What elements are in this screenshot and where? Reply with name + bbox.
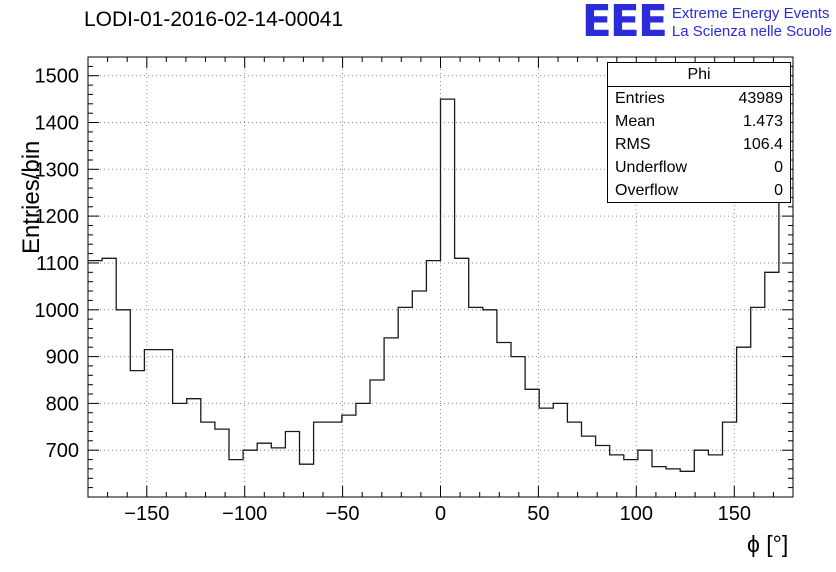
svg-text:0: 0	[435, 503, 446, 525]
svg-text:900: 900	[46, 347, 79, 369]
stats-row: RMS 106.4	[608, 133, 790, 156]
svg-text:−50: −50	[326, 503, 360, 525]
stats-row: Underflow 0	[608, 156, 790, 179]
eee-logo-text: Extreme Energy Events La Scienza nelle S…	[672, 5, 832, 41]
histogram-line	[88, 98, 793, 472]
y-axis-title: Entries/bin	[18, 140, 45, 254]
svg-text:150: 150	[718, 503, 751, 525]
stats-value: 106.4	[742, 136, 783, 153]
eee-logo: EEE Extreme Energy Events La Scienza nel…	[581, 0, 832, 47]
stats-label: Mean	[615, 113, 656, 130]
stats-label: RMS	[615, 136, 651, 153]
y-tick-labels: 700 800 900 1000 1100 1200 1300 1400 1500	[35, 66, 80, 463]
stats-label: Underflow	[615, 159, 688, 176]
eee-logo-line2: La Scienza nelle Scuole	[671, 23, 832, 40]
svg-text:700: 700	[46, 440, 79, 462]
svg-text:1300: 1300	[35, 159, 80, 181]
svg-text:1000: 1000	[35, 300, 80, 322]
svg-text:1500: 1500	[35, 66, 80, 88]
stats-value: 43989	[738, 90, 784, 107]
svg-text:−150: −150	[124, 503, 169, 525]
svg-text:1400: 1400	[35, 113, 80, 135]
stats-value: 1.473	[742, 113, 783, 130]
svg-text:100: 100	[620, 503, 653, 525]
stats-row: Mean 1.473	[608, 110, 790, 133]
eee-logo-letters: EEE	[581, 0, 668, 47]
svg-text:800: 800	[46, 393, 79, 415]
svg-text:1200: 1200	[35, 206, 80, 228]
stats-value: 0	[774, 159, 783, 176]
svg-text:−100: −100	[222, 503, 267, 525]
eee-logo-line1: Extreme Energy Events	[671, 5, 830, 22]
chart-title: LODI-01-2016-02-14-00041	[84, 8, 344, 31]
stats-label: Overflow	[615, 182, 679, 199]
stats-box: Phi Entries 43989 Mean 1.473 RMS 106.4 U…	[607, 62, 791, 203]
svg-text:50: 50	[527, 503, 549, 525]
x-tick-labels: −150 −100 −50 0 50 100 150	[124, 503, 751, 525]
stats-row: Entries 43989	[608, 87, 790, 110]
axis-ticks	[87, 57, 794, 497]
stats-box-title: Phi	[608, 63, 790, 87]
stats-label: Entries	[615, 90, 665, 107]
stats-row: Overflow 0	[608, 179, 790, 202]
x-axis-title: ϕ [°]	[747, 531, 789, 557]
stats-value: 0	[774, 182, 783, 199]
svg-text:1100: 1100	[36, 253, 79, 275]
